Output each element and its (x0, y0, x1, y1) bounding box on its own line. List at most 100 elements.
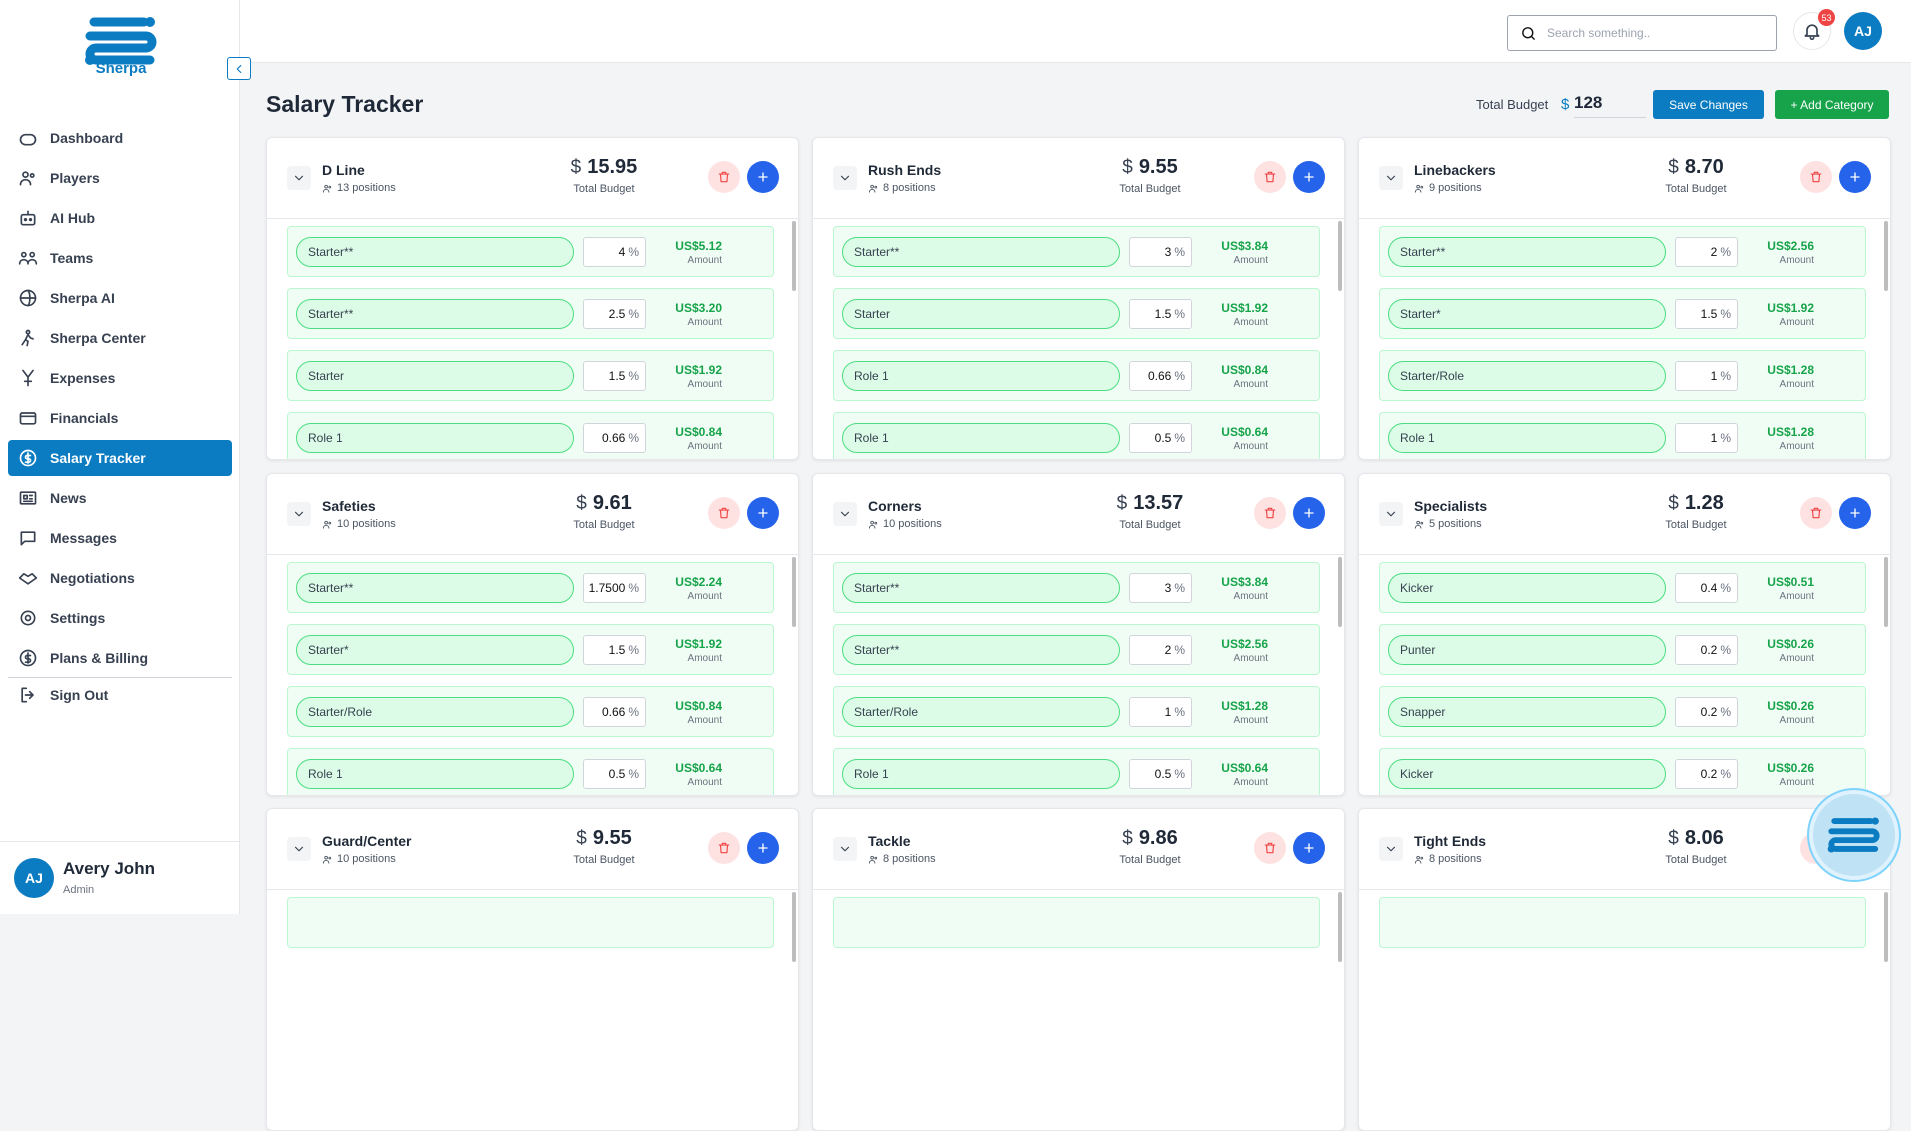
percent-input[interactable]: 0.4% (1675, 573, 1738, 603)
role-input[interactable]: Starter* (1388, 299, 1666, 329)
percent-input[interactable]: 1.5% (583, 361, 646, 391)
role-input[interactable]: Starter** (842, 237, 1120, 267)
role-input[interactable]: Starter* (296, 635, 574, 665)
nav-item[interactable]: Settings (8, 600, 232, 636)
expand-button[interactable] (287, 166, 311, 190)
role-input[interactable]: Starter** (296, 299, 574, 329)
role-input[interactable]: Role 1 (296, 423, 574, 453)
sign-out[interactable]: Sign Out (8, 677, 232, 713)
percent-input[interactable]: 1.5% (1675, 299, 1738, 329)
nav-item[interactable]: Sherpa Center (8, 320, 232, 356)
collapse-button[interactable] (227, 57, 251, 80)
nav-item[interactable]: Financials (8, 400, 232, 436)
role-input[interactable]: Role 1 (842, 423, 1120, 453)
nav-item[interactable]: Dashboard (8, 120, 232, 156)
add-button[interactable] (1839, 161, 1871, 193)
role-input[interactable]: Role 1 (842, 759, 1120, 789)
add-button[interactable] (1293, 497, 1325, 529)
role-input[interactable]: Kicker (1388, 573, 1666, 603)
percent-value: 0.66 (601, 431, 626, 445)
percent-input[interactable]: 4% (583, 237, 646, 267)
logo (80, 16, 162, 86)
role-input[interactable]: Starter** (842, 573, 1120, 603)
nav-item[interactable]: Salary Tracker (8, 440, 232, 476)
percent-input[interactable]: 0.2% (1675, 635, 1738, 665)
delete-button[interactable] (1254, 161, 1286, 193)
percent-input[interactable]: 2% (1129, 635, 1192, 665)
percent-input[interactable]: 0.2% (1675, 759, 1738, 789)
role-input[interactable]: Role 1 (296, 759, 574, 789)
expand-button[interactable] (287, 502, 311, 526)
percent-input[interactable]: 1% (1675, 423, 1738, 453)
role-input[interactable]: Kicker (1388, 759, 1666, 789)
nav-item[interactable]: Plans & Billing (8, 640, 232, 676)
add-button[interactable] (747, 161, 779, 193)
percent-input[interactable]: 1.5% (583, 635, 646, 665)
expand-button[interactable] (1379, 502, 1403, 526)
expand-button[interactable] (287, 837, 311, 861)
percent-input[interactable]: 0.66% (583, 697, 646, 727)
percent-unit: % (628, 705, 639, 719)
add-button[interactable] (1293, 832, 1325, 864)
role-input[interactable]: Starter (296, 361, 574, 391)
percent-input[interactable]: 2.5% (583, 299, 646, 329)
role-input[interactable]: Starter (842, 299, 1120, 329)
role-input[interactable]: Punter (1388, 635, 1666, 665)
percent-input[interactable]: 1.5% (1129, 299, 1192, 329)
nav-item[interactable]: News (8, 480, 232, 516)
role-input[interactable]: Starter** (842, 635, 1120, 665)
assistant-button[interactable] (1809, 790, 1899, 880)
delete-button[interactable] (1800, 161, 1832, 193)
role-input[interactable]: Starter** (1388, 237, 1666, 267)
nav-item[interactable]: Teams (8, 240, 232, 276)
total-budget-input[interactable]: 128 (1574, 93, 1646, 118)
role-input[interactable]: Starter/Role (842, 697, 1120, 727)
percent-input[interactable]: 0.2% (1675, 697, 1738, 727)
role-input[interactable]: Role 1 (1388, 423, 1666, 453)
percent-input[interactable]: 1% (1675, 361, 1738, 391)
role-input[interactable]: Starter** (296, 573, 574, 603)
percent-input[interactable]: 0.5% (583, 759, 646, 789)
percent-input[interactable]: 0.66% (583, 423, 646, 453)
expand-button[interactable] (1379, 166, 1403, 190)
chevron-down-icon (1386, 846, 1396, 852)
expand-button[interactable] (833, 502, 857, 526)
nav-item[interactable]: Negotiations (8, 560, 232, 596)
role-input[interactable]: Snapper (1388, 697, 1666, 727)
add-button[interactable] (747, 832, 779, 864)
percent-input[interactable]: 0.5% (1129, 423, 1192, 453)
header-avatar[interactable]: AJ (1844, 12, 1882, 50)
percent-input[interactable]: 0.5% (1129, 759, 1192, 789)
delete-button[interactable] (1254, 497, 1286, 529)
save-button[interactable]: Save Changes (1653, 90, 1764, 119)
expand-button[interactable] (833, 837, 857, 861)
percent-input[interactable]: 3% (1129, 237, 1192, 267)
delete-button[interactable] (1254, 832, 1286, 864)
nav-item[interactable]: AI Hub (8, 200, 232, 236)
delete-button[interactable] (708, 832, 740, 864)
nav-item[interactable]: Messages (8, 520, 232, 556)
percent-input[interactable]: 1% (1129, 697, 1192, 727)
add-button[interactable] (747, 497, 779, 529)
nav-item[interactable]: Players (8, 160, 232, 196)
delete-button[interactable] (708, 161, 740, 193)
add-button[interactable] (1293, 161, 1325, 193)
delete-button[interactable] (708, 497, 740, 529)
role-input[interactable]: Starter/Role (296, 697, 574, 727)
search-box[interactable]: Search something.. (1507, 15, 1777, 51)
percent-input[interactable]: 3% (1129, 573, 1192, 603)
role-input[interactable]: Starter** (296, 237, 574, 267)
budget-value: 8.06 (1684, 827, 1724, 849)
role-input[interactable]: Starter/Role (1388, 361, 1666, 391)
percent-input[interactable]: 1.7500% (583, 573, 646, 603)
percent-input[interactable]: 0.66% (1129, 361, 1192, 391)
expand-button[interactable] (1379, 837, 1403, 861)
nav-item[interactable]: Sherpa AI (8, 280, 232, 316)
nav-item[interactable]: Expenses (8, 360, 232, 396)
add-button[interactable] (1839, 497, 1871, 529)
expand-button[interactable] (833, 166, 857, 190)
delete-button[interactable] (1800, 497, 1832, 529)
add-category-button[interactable]: + Add Category (1775, 90, 1889, 119)
percent-input[interactable]: 2% (1675, 237, 1738, 267)
role-input[interactable]: Role 1 (842, 361, 1120, 391)
